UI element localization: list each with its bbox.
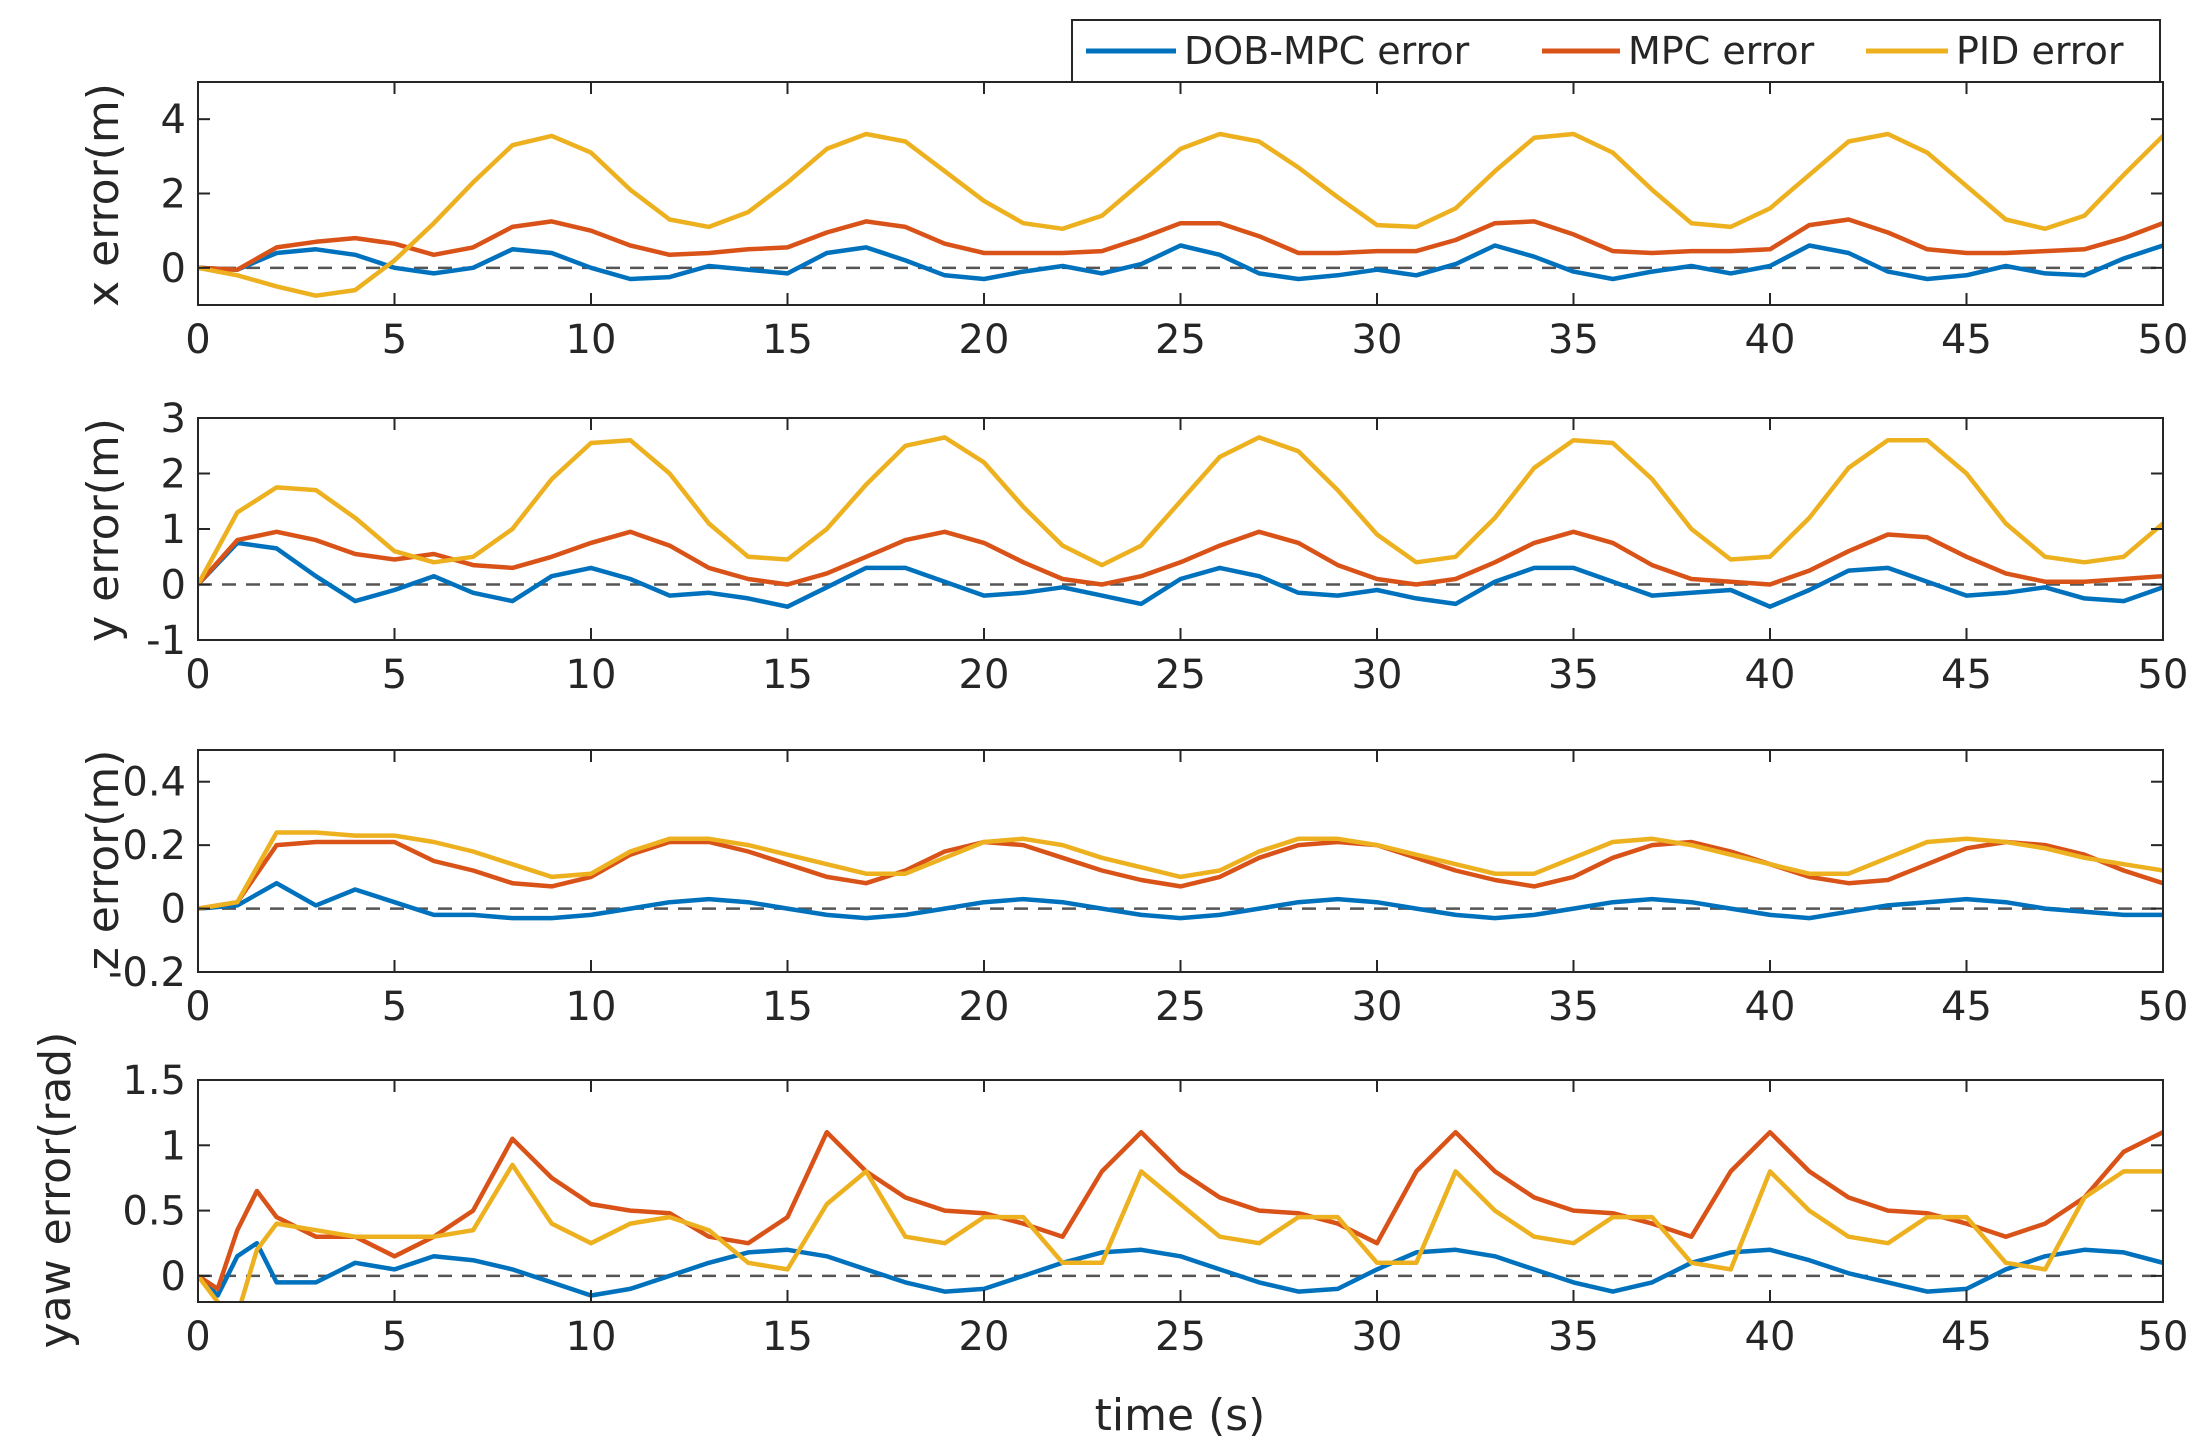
y-tick-label: 0 bbox=[161, 887, 186, 933]
x-tick-label: 45 bbox=[1941, 317, 1992, 363]
axes-background bbox=[198, 418, 2163, 640]
x-error-panel: x error(m) 0 5 10 15 20 25 30 35 40 45 50 0 2 4 bbox=[78, 81, 2189, 363]
x-tick-label: 45 bbox=[1941, 652, 1992, 698]
x-tick-label: 20 bbox=[959, 317, 1010, 363]
x-tick-label: 40 bbox=[1745, 984, 1796, 1030]
y-tick-label: -0.2 bbox=[108, 950, 186, 996]
x-tick-label: 5 bbox=[382, 317, 407, 363]
x-tick-label: 0 bbox=[185, 984, 210, 1030]
axes-background bbox=[198, 750, 2163, 972]
legend-label-dob-mpc: DOB-MPC error bbox=[1184, 29, 1470, 73]
x-tick-label: 10 bbox=[566, 652, 617, 698]
x-tick-label: 15 bbox=[762, 317, 813, 363]
legend-label-mpc: MPC error bbox=[1628, 29, 1815, 73]
x-tick-label: 25 bbox=[1155, 317, 1206, 363]
y-tick-label: 2 bbox=[161, 172, 186, 218]
x-tick-label: 15 bbox=[762, 652, 813, 698]
x-tick-label: 25 bbox=[1155, 1314, 1206, 1360]
x-tick-label: 5 bbox=[382, 1314, 407, 1360]
x-tick-label: 25 bbox=[1155, 984, 1206, 1030]
y-tick-label: -1 bbox=[146, 618, 186, 664]
y-tick-label: 0 bbox=[161, 1254, 186, 1300]
y-tick-label: 2 bbox=[161, 452, 186, 498]
x-tick-label: 50 bbox=[2138, 317, 2189, 363]
x-tick-label: 50 bbox=[2138, 984, 2189, 1030]
x-tick-label: 15 bbox=[762, 984, 813, 1030]
legend: DOB-MPC error MPC error PID error bbox=[1071, 19, 2161, 83]
x-tick-label: 5 bbox=[382, 984, 407, 1030]
series-line-mpc bbox=[198, 839, 2163, 911]
y-tick-label: 1 bbox=[161, 507, 186, 553]
yaw-error-panel: yaw error(rad) time (s) 0 5 10 15 20 25 30 35 40… bbox=[30, 1032, 2188, 1441]
series-line-pid bbox=[198, 131, 2163, 298]
x-error-ylabel: x error(m) bbox=[78, 83, 129, 307]
series-line-mpc bbox=[198, 529, 2163, 587]
x-tick-label: 0 bbox=[185, 317, 210, 363]
x-tick-label: 45 bbox=[1941, 984, 1992, 1030]
y-tick-label: 0.4 bbox=[122, 760, 186, 806]
z-error-ylabel: z error(m) bbox=[78, 750, 129, 971]
x-tick-label: 30 bbox=[1352, 984, 1403, 1030]
y-tick-label: 1.5 bbox=[122, 1058, 186, 1104]
x-tick-label: 40 bbox=[1745, 1314, 1796, 1360]
series-line-pid bbox=[198, 435, 2163, 587]
series-line-dob-mpc bbox=[198, 880, 2163, 921]
time-xlabel: time (s) bbox=[1095, 1390, 1266, 1441]
y-tick-label: 3 bbox=[161, 396, 186, 442]
x-tick-label: 30 bbox=[1352, 652, 1403, 698]
x-tick-label: 20 bbox=[959, 652, 1010, 698]
y-tick-label: 0.2 bbox=[122, 823, 186, 869]
x-tick-label: 20 bbox=[959, 1314, 1010, 1360]
x-tick-label: 0 bbox=[185, 652, 210, 698]
x-tick-label: 50 bbox=[2138, 1314, 2189, 1360]
series-line-pid bbox=[198, 830, 2163, 911]
x-tick-label: 10 bbox=[566, 1314, 617, 1360]
x-tick-label: 35 bbox=[1548, 1314, 1599, 1360]
series-line-dob-mpc bbox=[198, 1240, 2163, 1298]
yaw-error-ylabel: yaw error(rad) bbox=[30, 1032, 81, 1349]
x-tick-label: 35 bbox=[1548, 317, 1599, 363]
x-tick-label: 20 bbox=[959, 984, 1010, 1030]
x-tick-label: 30 bbox=[1352, 1314, 1403, 1360]
x-tick-label: 10 bbox=[566, 984, 617, 1030]
x-tick-label: 10 bbox=[566, 317, 617, 363]
series-line-mpc bbox=[198, 217, 2163, 272]
axes-background bbox=[198, 1080, 2163, 1302]
y-tick-label: 0 bbox=[161, 246, 186, 292]
x-tick-label: 50 bbox=[2138, 652, 2189, 698]
x-tick-label: 40 bbox=[1745, 652, 1796, 698]
x-tick-label: 0 bbox=[185, 1314, 210, 1360]
y-error-ylabel: y error(m) bbox=[78, 418, 129, 642]
y-tick-label: 1 bbox=[161, 1123, 186, 1169]
z-error-panel: z error(m) 0 5 10 15 20 25 30 35 40 45 50-0.200.20… bbox=[78, 749, 2189, 1030]
x-tick-label: 30 bbox=[1352, 317, 1403, 363]
x-tick-label: 45 bbox=[1941, 1314, 1992, 1360]
series-line-mpc bbox=[198, 1129, 2163, 1292]
axes-background bbox=[198, 82, 2163, 305]
y-tick-label: 0.5 bbox=[122, 1189, 186, 1235]
x-tick-label: 25 bbox=[1155, 652, 1206, 698]
x-tick-label: 15 bbox=[762, 1314, 813, 1360]
x-tick-label: 40 bbox=[1745, 317, 1796, 363]
y-tick-label: 4 bbox=[161, 97, 186, 143]
x-tick-label: 35 bbox=[1548, 652, 1599, 698]
series-line-dob-mpc bbox=[198, 540, 2163, 609]
series-line-pid bbox=[198, 1162, 2163, 1302]
x-tick-label: 35 bbox=[1548, 984, 1599, 1030]
legend-label-pid: PID error bbox=[1956, 29, 2124, 73]
series-line-dob-mpc bbox=[198, 243, 2163, 282]
y-tick-label: 0 bbox=[161, 563, 186, 609]
x-tick-label: 5 bbox=[382, 652, 407, 698]
